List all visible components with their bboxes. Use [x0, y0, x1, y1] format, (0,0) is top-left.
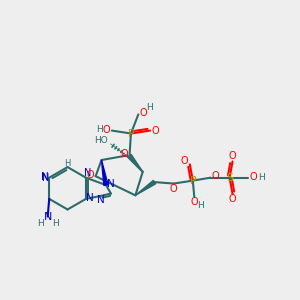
Polygon shape [135, 180, 156, 195]
Text: O: O [102, 125, 110, 135]
Text: H: H [258, 172, 265, 182]
Polygon shape [128, 154, 143, 172]
Text: H: H [52, 218, 58, 227]
Text: P: P [128, 128, 134, 139]
Text: N: N [86, 193, 94, 203]
Text: O: O [249, 172, 257, 182]
Text: N: N [44, 212, 52, 222]
Text: N: N [84, 168, 91, 178]
Text: H: H [64, 159, 71, 168]
Text: H: H [146, 103, 153, 112]
Text: O: O [229, 194, 236, 204]
Text: O: O [212, 171, 220, 181]
Text: H: H [197, 201, 203, 210]
Text: O: O [229, 152, 236, 161]
Text: N: N [107, 179, 115, 190]
Text: N: N [42, 173, 49, 183]
Text: O: O [181, 156, 188, 166]
Text: P: P [189, 176, 196, 186]
Text: O: O [120, 149, 128, 159]
Text: O: O [170, 184, 178, 194]
Text: O: O [152, 126, 159, 136]
Text: S: S [226, 173, 233, 183]
Polygon shape [101, 160, 108, 185]
Text: H: H [96, 125, 103, 134]
Text: N: N [97, 195, 104, 205]
Text: O: O [190, 197, 198, 207]
Text: O: O [140, 108, 147, 118]
Text: HO: HO [94, 136, 108, 146]
Text: H: H [37, 218, 44, 227]
Text: N: N [41, 172, 49, 182]
Text: O: O [86, 170, 94, 180]
